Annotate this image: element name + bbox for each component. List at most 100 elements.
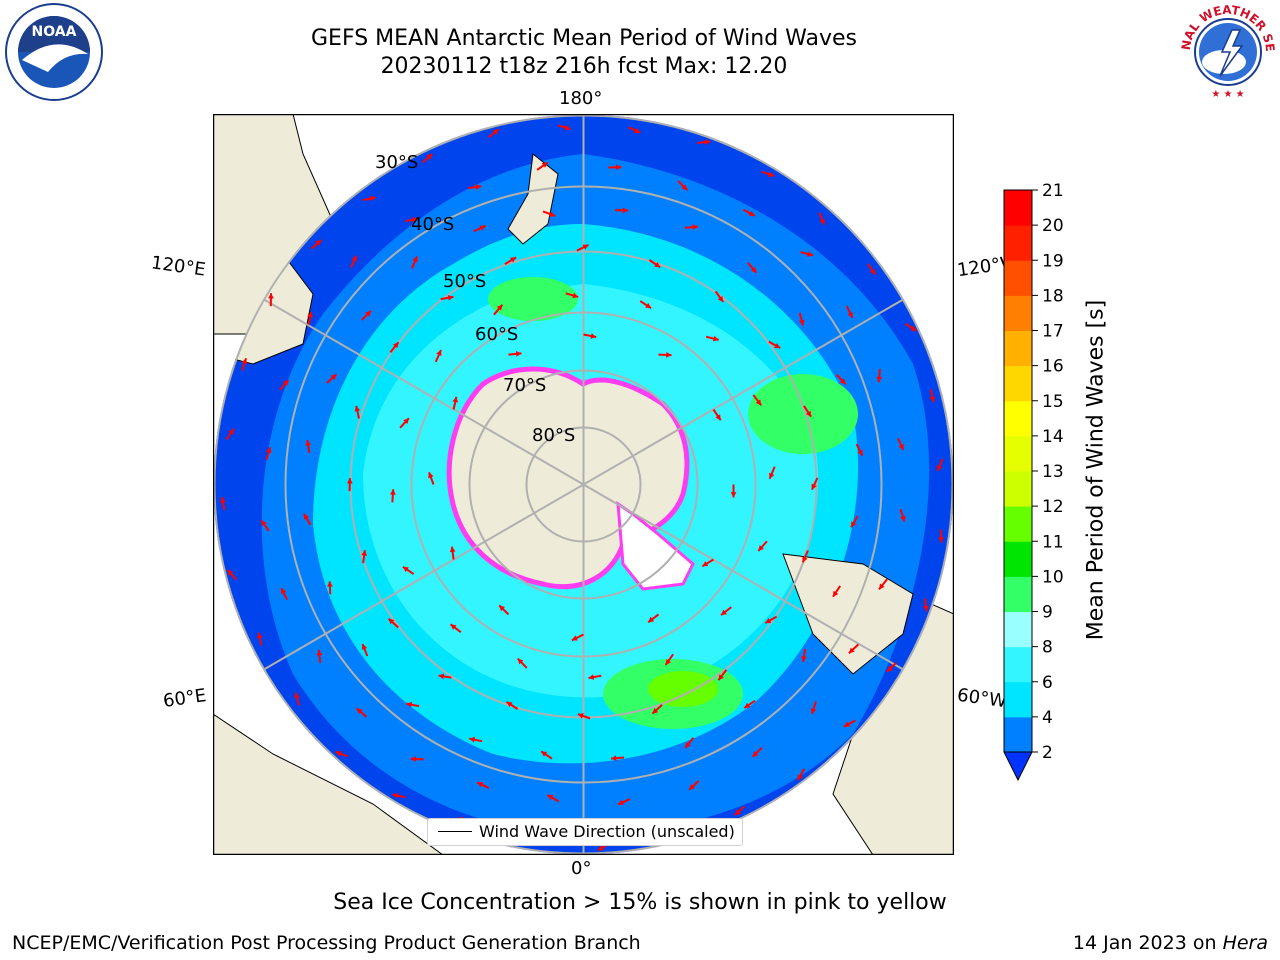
wind-arrow-head (898, 444, 904, 451)
wind-arrow-head (869, 268, 876, 275)
wind-arrow-head (652, 707, 659, 714)
wind-arrow-head (798, 319, 805, 326)
wind-arrow-head (851, 521, 857, 528)
wind-arrow-head (390, 489, 396, 495)
wind-arrow-head (923, 605, 929, 612)
wind-arrow-head (330, 374, 337, 380)
wind-arrow-head (704, 139, 711, 146)
wind-arrow-head (876, 376, 883, 383)
wind-arrow-head (564, 124, 571, 131)
wind-arrow-head (541, 751, 548, 757)
lat-label-40s: 40°S (411, 214, 455, 235)
map-legend: Wind Wave Direction (unscaled) (427, 818, 743, 846)
wind-arrow-head (750, 266, 757, 273)
colorbar-tick-label: 20 (1042, 216, 1064, 236)
colorbar-tick-label: 11 (1042, 532, 1064, 552)
wind-arrow-head (807, 251, 814, 257)
wind-arrow-head (879, 583, 885, 590)
wind-arrow-head (936, 464, 943, 471)
wind-arrow-head (403, 418, 409, 425)
wind-arrow-head (615, 164, 622, 171)
colorbar-tick-label: 14 (1042, 427, 1064, 447)
colorbar-segment (1004, 646, 1032, 683)
wind-arrow-head (479, 225, 486, 231)
wind-arrow-head (645, 302, 652, 309)
colorbar-segment (1004, 611, 1032, 648)
wind-arrow-head (717, 295, 724, 302)
colorbar-extend-triangle (1003, 751, 1033, 782)
wind-arrow-head (469, 736, 476, 743)
wind-arrow-head (755, 399, 762, 406)
wind-arrow-head (315, 239, 322, 246)
wind-arrow-head (541, 162, 548, 168)
wind-arrow-head (801, 656, 807, 662)
wind-arrow-head (618, 799, 625, 805)
wind-arrow-head (327, 581, 333, 587)
colorbar-tick-label: 9 (1042, 603, 1053, 623)
wind-arrow-head (811, 483, 817, 490)
wind-arrow-head (832, 590, 839, 597)
wind-arrow-head (571, 635, 578, 641)
svg-text:NOAA: NOAA (32, 24, 77, 40)
wind-arrow-head (689, 784, 696, 790)
chart-subtitle: 20230112 t18z 216h fcst Max: 12.20 (380, 54, 788, 79)
wind-arrow-head (303, 513, 310, 520)
wind-arrow-head (438, 673, 445, 680)
colorbar-tick-label: 6 (1042, 673, 1053, 693)
wind-arrow-head (702, 561, 709, 567)
credit-date-text: 14 Jan 2023 on (1072, 932, 1223, 954)
wind-arrow-head (769, 472, 775, 479)
wind-arrow-head (361, 643, 368, 650)
wind-arrow-head (256, 632, 263, 639)
colorbar-segment (1004, 295, 1032, 331)
colorbar-segment (1004, 400, 1032, 437)
wind-arrow-head (886, 666, 893, 672)
colorbar-segment (1004, 681, 1032, 718)
wind-arrow-head (712, 335, 719, 342)
wind-arrow-head (744, 702, 751, 709)
wind-arrow-head (426, 153, 433, 160)
wind-arrow-head (929, 396, 936, 403)
wind-arrow-head (241, 358, 248, 365)
lat-label-60s: 60°S (475, 324, 519, 345)
antarctic-map (212, 113, 955, 856)
wind-arrow-head (477, 782, 484, 788)
colorbar-segment (1004, 541, 1032, 577)
map-panel: 180° 120°E 120°W 60°E 60°W 0° 30°S 40°S … (150, 88, 1020, 879)
colorbar-tick-label: 17 (1042, 322, 1064, 342)
wind-arrow-head (730, 492, 737, 498)
wind-arrow-head (450, 624, 457, 630)
wind-arrow-head (938, 537, 944, 543)
wind-arrow-head (752, 751, 759, 757)
nws-logo: NATIONAL WEATHER SERVICE ★ ★ ★ (1173, 0, 1278, 102)
wind-arrow-head (307, 311, 313, 318)
wind-arrow-head (622, 207, 629, 214)
wind-arrow-head (281, 588, 287, 595)
wind-arrow-head (665, 659, 672, 665)
wind-arrow-head (294, 692, 300, 699)
wind-arrow-head (496, 304, 503, 311)
wind-arrow-head (412, 256, 418, 263)
colorbar-tick-label: 18 (1042, 286, 1064, 306)
wind-arrow-head (475, 184, 482, 190)
wind-arrow-head (499, 605, 505, 612)
wind-arrow-head (774, 342, 781, 349)
wind-arrow-head (220, 497, 226, 503)
lat-label-70s: 70°S (503, 375, 547, 396)
lat-label-50s: 50°S (443, 271, 487, 292)
colorbar-segment (1004, 435, 1032, 472)
wind-arrow-head (227, 569, 234, 576)
colorbar-segment (1004, 506, 1032, 542)
wind-arrow-head (577, 713, 584, 719)
wind-arrow-head (654, 261, 661, 268)
colorbar-tick-label: 12 (1042, 497, 1064, 517)
wind-arrow-head (369, 195, 376, 202)
wind-arrow-head (268, 293, 274, 299)
wind-arrow-head (848, 647, 855, 654)
colorbar-segment (1004, 716, 1032, 753)
wind-arrow-head (354, 405, 361, 412)
svg-text:★ ★ ★: ★ ★ ★ (1211, 89, 1244, 100)
lat-label-30s: 30°S (375, 152, 419, 173)
colorbar-tick-label: 13 (1042, 462, 1064, 482)
wind-arrow-head (715, 414, 721, 421)
